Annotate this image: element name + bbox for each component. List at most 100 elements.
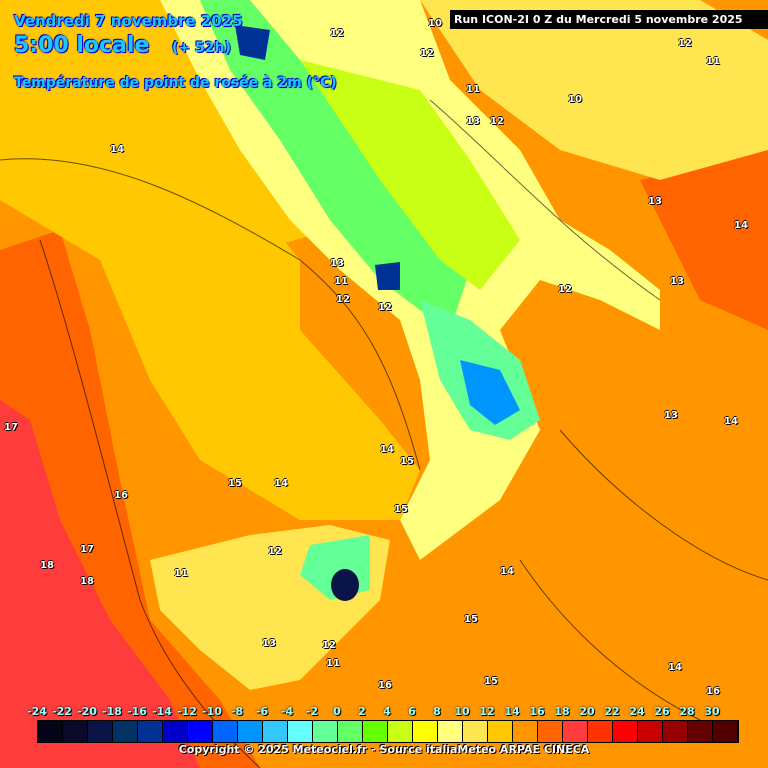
- etna-peak: [331, 569, 359, 601]
- color-scale-label: -10: [202, 705, 222, 718]
- contour-label: 12: [322, 640, 336, 651]
- contour-label: 10: [568, 94, 582, 105]
- contour-label: 18: [40, 560, 54, 571]
- color-scale-label: -6: [255, 705, 269, 718]
- contour-label: 11: [334, 276, 348, 287]
- color-scale-label: 6: [408, 705, 416, 718]
- contour-label: 15: [400, 456, 414, 467]
- color-scale-swatch: [563, 721, 588, 742]
- contour-label: 12: [268, 546, 282, 557]
- color-scale-label: -14: [152, 705, 172, 718]
- color-scale-label: -8: [230, 705, 244, 718]
- sardinia-sea-band: [0, 100, 420, 520]
- hot-region-southwest: [0, 400, 200, 768]
- contour-label: 14: [380, 444, 394, 455]
- contour-label: 15: [464, 614, 478, 625]
- contour-label: 18: [80, 576, 94, 587]
- color-scale-label: -16: [127, 705, 147, 718]
- color-scale-swatch: [638, 721, 663, 742]
- color-scale-label: 24: [629, 705, 645, 718]
- color-scale-swatch: [113, 721, 138, 742]
- contour-label: 15: [228, 478, 242, 489]
- contour-label: 12: [378, 302, 392, 313]
- run-label: Run ICON-2I 0 Z du Mercredi 5 novembre 2…: [450, 10, 768, 29]
- color-scale-label: 20: [579, 705, 595, 718]
- contour-label: 13: [670, 276, 684, 287]
- color-scale-swatch: [138, 721, 163, 742]
- color-scale-swatch: [538, 721, 563, 742]
- color-scale-swatch: [63, 721, 88, 742]
- contour-label: 11: [706, 56, 720, 67]
- contour-label: 13: [648, 196, 662, 207]
- contour-label: 15: [394, 504, 408, 515]
- contour-label: 14: [110, 144, 124, 155]
- contour-label: 11: [174, 568, 188, 579]
- adriatic-coast: [420, 0, 768, 180]
- color-scale-swatch: [213, 721, 238, 742]
- color-scale-label: 14: [504, 705, 520, 718]
- color-scale-swatch: [313, 721, 338, 742]
- contour-label: 12: [490, 116, 504, 127]
- contour-label: 10: [428, 18, 442, 29]
- color-scale-label: -20: [77, 705, 97, 718]
- contour-label: 16: [114, 490, 128, 501]
- apennine-yellowgreen: [300, 60, 520, 290]
- contour-label: 16: [378, 680, 392, 691]
- contour-label: 17: [80, 544, 94, 555]
- color-scale-label: 8: [433, 705, 441, 718]
- mountain-peak-central: [375, 262, 400, 290]
- color-scale-label: 0: [333, 705, 341, 718]
- color-scale-swatch: [613, 721, 638, 742]
- contour-label: 11: [466, 84, 480, 95]
- color-scale-label: -18: [102, 705, 122, 718]
- color-scale-label: 16: [529, 705, 545, 718]
- color-scale-label: -22: [52, 705, 72, 718]
- copyright: Copyright © 2025 Meteociel.fr - Source i…: [178, 743, 590, 756]
- color-scale-label: -12: [177, 705, 197, 718]
- contour-label: 17: [4, 422, 18, 433]
- color-scale-swatch: [488, 721, 513, 742]
- forecast-time: 5:00 locale: [14, 33, 150, 58]
- contour-label: 14: [734, 220, 748, 231]
- color-scale-label: 22: [604, 705, 620, 718]
- color-scale-swatch: [288, 721, 313, 742]
- color-scale-label: 28: [679, 705, 695, 718]
- forecast-date: Vendredi 7 novembre 2025: [14, 12, 243, 30]
- contour-label: 12: [558, 284, 572, 295]
- contour-label: 12: [336, 294, 350, 305]
- contour-label: 13: [330, 258, 344, 269]
- color-scale-label: -4: [280, 705, 294, 718]
- forecast-lead: (+ 52h): [172, 40, 231, 56]
- color-scale-label: 30: [704, 705, 720, 718]
- color-scale-swatch: [413, 721, 438, 742]
- contour-lines: [0, 99, 768, 768]
- color-scale-bar: [37, 720, 739, 743]
- color-scale-swatch: [713, 721, 738, 742]
- color-scale-swatch: [463, 721, 488, 742]
- color-scale-swatch: [438, 721, 463, 742]
- color-scale-label: 12: [479, 705, 495, 718]
- color-scale-label: 10: [454, 705, 470, 718]
- contour-label: 14: [274, 478, 288, 489]
- contour-label: 16: [706, 686, 720, 697]
- contour-label: 15: [484, 676, 498, 687]
- color-scale-swatch: [263, 721, 288, 742]
- color-scale-swatch: [663, 721, 688, 742]
- warm-region-east: [640, 150, 768, 330]
- color-scale-swatch: [38, 721, 63, 742]
- color-scale-swatch: [338, 721, 363, 742]
- contour-label: 12: [330, 28, 344, 39]
- color-scale-swatch: [388, 721, 413, 742]
- color-scale-label: -24: [27, 705, 47, 718]
- contour-label: 12: [678, 38, 692, 49]
- contour-label: 11: [326, 658, 340, 669]
- contour-label: 14: [500, 566, 514, 577]
- color-scale-swatch: [88, 721, 113, 742]
- color-scale-swatch: [238, 721, 263, 742]
- color-scale-label: 4: [383, 705, 391, 718]
- color-scale-swatch: [363, 721, 388, 742]
- contour-label: 14: [724, 416, 738, 427]
- contour-label: 12: [420, 48, 434, 59]
- color-scale-swatch: [163, 721, 188, 742]
- color-scale-swatch: [688, 721, 713, 742]
